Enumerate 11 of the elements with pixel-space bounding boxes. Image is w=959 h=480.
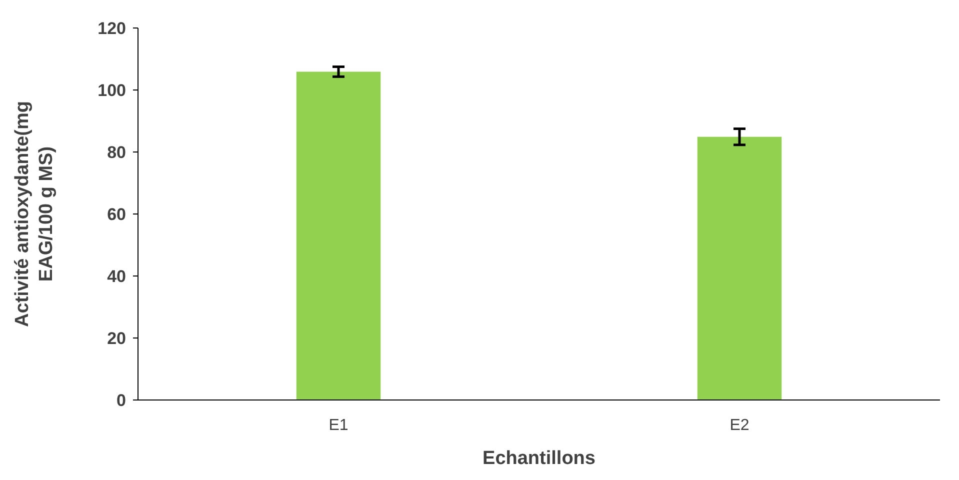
y-tick-label: 60: [107, 204, 126, 224]
x-axis-title: Echantillons: [482, 448, 596, 469]
y-axis-title: Activité antioxydante(mg EAG/100 g MS): [12, 101, 57, 327]
y-tick-label: 20: [107, 328, 126, 348]
y-tick-label: 80: [107, 142, 126, 162]
y-tick-label: 100: [98, 80, 126, 100]
y-tick-label: 120: [98, 18, 126, 38]
y-tick-label: 40: [107, 266, 126, 286]
x-tick-label: E1: [328, 417, 348, 434]
x-tick-label: E2: [730, 417, 750, 434]
y-tick-label: 0: [116, 390, 126, 410]
